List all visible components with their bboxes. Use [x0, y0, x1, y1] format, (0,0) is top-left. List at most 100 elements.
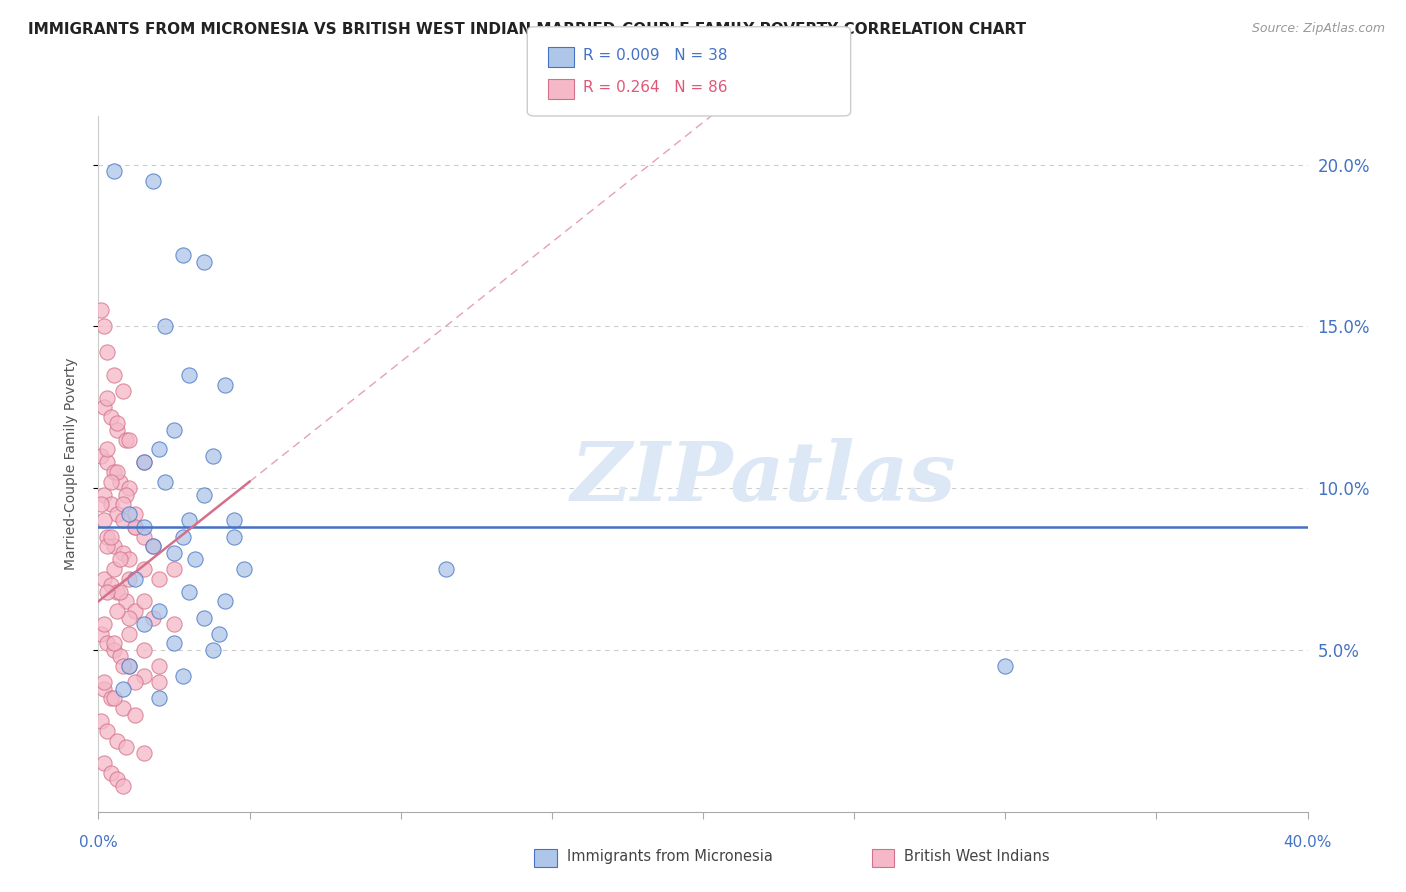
Point	[132, 520, 155, 534]
Point	[193, 487, 215, 501]
Point	[118, 433, 141, 447]
Point	[90, 626, 112, 640]
Point	[96, 345, 118, 359]
Point	[103, 465, 125, 479]
Point	[105, 423, 128, 437]
Point	[96, 442, 118, 457]
Point	[142, 174, 165, 188]
Point	[108, 475, 131, 489]
Point	[434, 562, 457, 576]
Point	[111, 546, 134, 560]
Point	[118, 659, 141, 673]
Point	[179, 368, 201, 382]
Point	[111, 384, 134, 398]
Point	[994, 659, 1017, 673]
Y-axis label: Married-Couple Family Poverty: Married-Couple Family Poverty	[63, 358, 77, 570]
Point	[105, 733, 128, 747]
Point	[93, 513, 115, 527]
Point	[103, 164, 125, 178]
Point	[100, 497, 122, 511]
Text: Immigrants from Micronesia: Immigrants from Micronesia	[567, 849, 772, 863]
Point	[208, 626, 231, 640]
Point	[118, 481, 141, 495]
Point	[179, 584, 201, 599]
Text: 40.0%: 40.0%	[1284, 836, 1331, 850]
Point	[132, 594, 155, 608]
Point	[93, 617, 115, 632]
Point	[96, 584, 118, 599]
Point	[111, 513, 134, 527]
Point	[90, 714, 112, 728]
Point	[148, 442, 170, 457]
Point	[132, 562, 155, 576]
Point	[103, 691, 125, 706]
Point	[108, 649, 131, 664]
Point	[184, 552, 207, 566]
Point	[105, 584, 128, 599]
Point	[103, 540, 125, 554]
Point	[142, 540, 165, 554]
Point	[100, 578, 122, 592]
Point	[132, 455, 155, 469]
Point	[105, 417, 128, 431]
Point	[172, 669, 194, 683]
Point	[96, 723, 118, 738]
Point	[90, 303, 112, 318]
Point	[118, 507, 141, 521]
Point	[124, 572, 146, 586]
Point	[118, 552, 141, 566]
Point	[214, 594, 236, 608]
Point	[118, 610, 141, 624]
Point	[93, 487, 115, 501]
Point	[224, 530, 246, 544]
Point	[193, 610, 215, 624]
Text: 0.0%: 0.0%	[79, 836, 118, 850]
Point	[114, 433, 136, 447]
Point	[100, 691, 122, 706]
Text: ZIPatlas: ZIPatlas	[571, 438, 956, 517]
Point	[114, 487, 136, 501]
Point	[153, 475, 176, 489]
Point	[96, 455, 118, 469]
Point	[100, 765, 122, 780]
Point	[93, 401, 115, 415]
Point	[103, 636, 125, 650]
Point	[163, 423, 186, 437]
Point	[103, 562, 125, 576]
Point	[163, 546, 186, 560]
Point	[105, 772, 128, 787]
Point	[124, 520, 146, 534]
Point	[153, 319, 176, 334]
Point	[124, 707, 146, 722]
Point	[105, 465, 128, 479]
Point	[142, 610, 165, 624]
Point	[118, 572, 141, 586]
Point	[118, 626, 141, 640]
Point	[105, 604, 128, 618]
Point	[163, 562, 186, 576]
Point	[214, 377, 236, 392]
Point	[124, 520, 146, 534]
Point	[108, 552, 131, 566]
Point	[100, 530, 122, 544]
Text: IMMIGRANTS FROM MICRONESIA VS BRITISH WEST INDIAN MARRIED-COUPLE FAMILY POVERTY : IMMIGRANTS FROM MICRONESIA VS BRITISH WE…	[28, 22, 1026, 37]
Point	[202, 449, 225, 463]
Point	[111, 681, 134, 696]
Point	[103, 643, 125, 657]
Point	[224, 513, 246, 527]
Point	[90, 449, 112, 463]
Point	[111, 779, 134, 793]
Point	[114, 739, 136, 754]
Point	[93, 319, 115, 334]
Point	[132, 617, 155, 632]
Point	[93, 681, 115, 696]
Point	[132, 643, 155, 657]
Point	[96, 530, 118, 544]
Text: R = 0.264   N = 86: R = 0.264 N = 86	[583, 79, 728, 95]
Text: British West Indians: British West Indians	[904, 849, 1050, 863]
Point	[111, 701, 134, 715]
Point	[148, 691, 170, 706]
Point	[163, 617, 186, 632]
Point	[193, 254, 215, 268]
Point	[103, 368, 125, 382]
